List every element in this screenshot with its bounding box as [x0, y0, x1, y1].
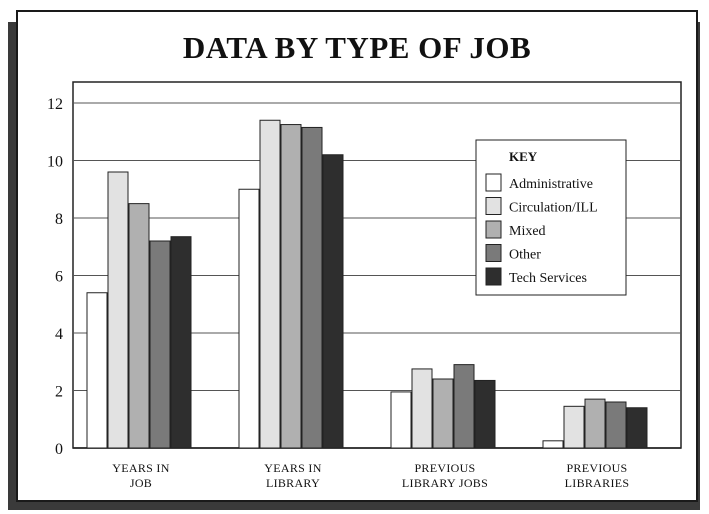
bar-other [149, 240, 171, 449]
legend-swatch [485, 173, 502, 192]
bar-tech-services [626, 407, 648, 449]
y-tick-label: 8 [55, 211, 63, 228]
y-tick-label: 6 [55, 269, 63, 286]
x-category-label: JOB [130, 476, 152, 490]
x-category-label: LIBRARIES [565, 476, 630, 490]
bar-administrative [542, 440, 564, 449]
bar-administrative [238, 188, 260, 449]
x-category-label: YEARS IN [112, 461, 169, 475]
bar-mixed [432, 378, 454, 449]
bar-other [453, 364, 475, 449]
bar-tech-services [322, 154, 344, 449]
bar-mixed [280, 124, 302, 449]
legend-label: Administrative [509, 177, 593, 192]
y-tick-label: 2 [55, 384, 63, 401]
bar-circulation-ill [107, 171, 129, 449]
bars [86, 119, 648, 449]
x-category-label: PREVIOUS [566, 461, 627, 475]
bar-tech-services [474, 379, 496, 449]
legend-swatch [485, 220, 502, 239]
legend-label: Mixed [509, 224, 546, 239]
legend-label: Circulation/ILL [509, 201, 598, 216]
bar-other [605, 401, 627, 449]
y-tick-label: 10 [47, 154, 63, 171]
chart-title: DATA BY TYPE OF JOB [182, 30, 532, 65]
legend-swatch [485, 244, 502, 262]
bar-circulation-ill [411, 368, 433, 449]
bar-circulation-ill [259, 119, 281, 449]
legend-swatch [485, 267, 502, 286]
bar-administrative [390, 391, 412, 449]
bar-tech-services [170, 236, 192, 449]
bar-mixed [584, 398, 606, 449]
x-category-label: LIBRARY [266, 476, 320, 490]
y-tick-label: 4 [55, 326, 63, 343]
legend-swatch [485, 197, 502, 215]
bar-mixed [128, 203, 150, 449]
y-axis-ticks: 0 2 4 6 8 10 12 [47, 96, 63, 458]
legend-title: KEY [509, 149, 538, 164]
x-category-label: LIBRARY JOBS [402, 476, 488, 490]
x-category-label: PREVIOUS [414, 461, 475, 475]
legend-label: Other [509, 248, 541, 263]
y-tick-label: 0 [55, 441, 63, 458]
y-tick-label: 12 [47, 96, 63, 113]
bar-circulation-ill [563, 405, 585, 449]
legend: KEY Administrative Circulation/ILL Mixed Oth… [475, 139, 627, 296]
legend-label: Tech Services [509, 271, 587, 286]
x-category-label: YEARS IN [264, 461, 321, 475]
bar-other [301, 126, 323, 449]
bar-administrative [86, 292, 108, 449]
